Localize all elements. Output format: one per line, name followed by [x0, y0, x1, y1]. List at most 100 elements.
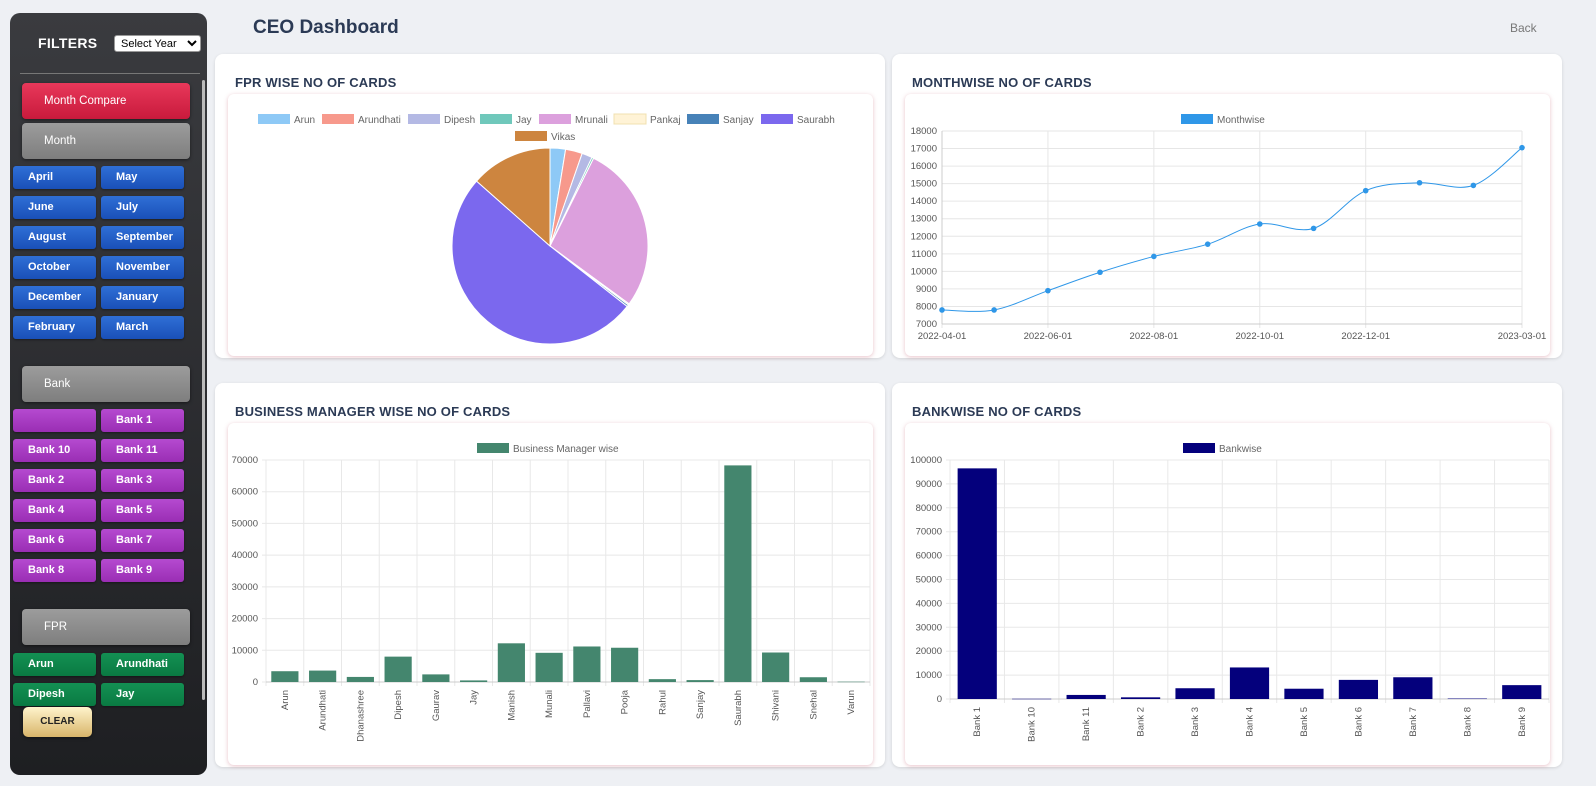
legend-dipesh[interactable]: Dipesh [408, 114, 475, 126]
data-point-2023-01-01[interactable] [1416, 179, 1423, 186]
fpr-section-button[interactable]: FPR [22, 609, 190, 645]
y-tick-label: 7000 [916, 319, 937, 330]
legend-jay[interactable]: Jay [480, 114, 532, 126]
month-button-june[interactable]: June [13, 196, 96, 219]
back-link[interactable]: Back [1510, 21, 1537, 35]
month-compare-button[interactable]: Month Compare [22, 83, 190, 119]
legend-sanjay[interactable]: Sanjay [687, 114, 754, 126]
month-button-april[interactable]: April [13, 166, 96, 189]
data-point-2022-06-01[interactable] [1045, 287, 1051, 294]
bank-button-bank-3[interactable]: Bank 3 [101, 469, 184, 492]
data-point-2023-02-01[interactable] [1470, 182, 1477, 189]
bank-button-bank-4[interactable]: Bank 4 [13, 499, 96, 522]
month-button-october[interactable]: October [13, 256, 96, 279]
legend-arundhati[interactable]: Arundhati [322, 114, 401, 126]
bar-dipesh[interactable] [384, 656, 412, 682]
month-button-august[interactable]: August [13, 226, 96, 249]
data-point-2022-12-01[interactable] [1362, 187, 1369, 194]
month-button-september[interactable]: September [101, 226, 184, 249]
legend-monthwise[interactable]: Monthwise [1181, 114, 1265, 126]
bar-manish[interactable] [497, 643, 525, 682]
bar-bank-9[interactable] [1502, 685, 1542, 699]
data-point-2022-05-01[interactable] [991, 307, 997, 313]
fpr-button-jay[interactable]: Jay [101, 683, 184, 706]
data-point-2022-10-01[interactable] [1256, 221, 1263, 227]
bar-bank-4[interactable] [1229, 667, 1270, 699]
month-button-november[interactable]: November [101, 256, 184, 279]
sidebar-scrollbar[interactable] [202, 80, 205, 700]
bank-button-bank-9[interactable]: Bank 9 [101, 559, 184, 582]
legend-mrunali[interactable]: Mrunali [539, 114, 608, 126]
bar-bank-11[interactable] [1066, 694, 1106, 699]
year-select[interactable]: Select Year [114, 35, 201, 52]
bm-card: BUSINESS MANAGER WISE NO OF CARDS Busine… [215, 383, 885, 767]
fpr-card-title: FPR WISE NO OF CARDS [235, 75, 397, 90]
legend-saurabh[interactable]: Saurabh [761, 114, 835, 126]
pie-slice-mrunali[interactable] [549, 157, 649, 305]
bar-bank-10[interactable] [1012, 698, 1052, 700]
bar-saurabh[interactable] [724, 465, 752, 682]
bar-bank-5[interactable] [1284, 688, 1324, 699]
pie-slice-vikas[interactable] [475, 147, 551, 248]
legend-pankaj-label: Pankaj [650, 115, 681, 126]
bar-bank-6[interactable] [1338, 679, 1379, 699]
bar-bank-2[interactable] [1120, 697, 1161, 699]
legend-arun[interactable]: Arun [258, 114, 315, 126]
y-tick-label: 0 [253, 677, 258, 688]
clear-button[interactable]: CLEAR [23, 707, 92, 737]
bar-bank-3[interactable] [1175, 688, 1215, 699]
month-section-button[interactable]: Month [22, 123, 190, 159]
bank-button-bank-11[interactable]: Bank 11 [101, 439, 184, 462]
bank-button-bank-7[interactable]: Bank 7 [101, 529, 184, 552]
legend-bankwise-label: Bankwise [1219, 444, 1262, 455]
bank-button-bank-8[interactable]: Bank 8 [13, 559, 96, 582]
bank-button-bank-1[interactable]: Bank 1 [101, 409, 184, 432]
bar-jay[interactable] [460, 680, 488, 682]
bar-bank-7[interactable] [1393, 677, 1433, 699]
bar-pallavi[interactable] [573, 646, 601, 682]
bank-button-bank-2[interactable]: Bank 2 [13, 469, 96, 492]
month-button-february[interactable]: February [13, 316, 96, 339]
month-button-december[interactable]: December [13, 286, 96, 309]
bar-varun[interactable] [837, 681, 865, 683]
fpr-button-arun[interactable]: Arun [13, 653, 96, 676]
bank-section-button[interactable]: Bank [22, 366, 190, 402]
fpr-button-dipesh[interactable]: Dipesh [13, 683, 96, 706]
month-button-march[interactable]: March [101, 316, 184, 339]
bank-button-bank-6[interactable]: Bank 6 [13, 529, 96, 552]
legend-business-manager-wise[interactable]: Business Manager wise [477, 443, 619, 455]
legend-mrunali-label: Mrunali [575, 115, 608, 126]
pie-slice-saurabh[interactable] [451, 180, 628, 345]
month-button-may[interactable]: May [101, 166, 184, 189]
bar-bank-1[interactable] [957, 468, 997, 699]
bar-arundhati[interactable] [309, 670, 337, 682]
y-tick-label: 80000 [916, 503, 942, 514]
legend-bankwise[interactable]: Bankwise [1183, 443, 1262, 455]
data-point-2022-11-01[interactable] [1310, 225, 1317, 232]
bar-dhanashree[interactable] [346, 676, 374, 682]
bar-sanjay[interactable] [686, 680, 714, 682]
y-tick-label: 50000 [232, 518, 258, 529]
data-point-2022-04-01[interactable] [939, 307, 945, 313]
bank-button-bank-5[interactable]: Bank 5 [101, 499, 184, 522]
legend-pankaj[interactable]: Pankaj [613, 113, 681, 126]
bar-rahul[interactable] [648, 679, 676, 682]
data-point-2023-03-01[interactable] [1519, 144, 1525, 151]
data-point-2022-07-01[interactable] [1097, 269, 1103, 276]
bar-munali[interactable] [535, 652, 563, 682]
fpr-button-arundhati[interactable]: Arundhati [101, 653, 184, 676]
month-button-january[interactable]: January [101, 286, 184, 309]
bank-button-blank[interactable] [13, 409, 96, 432]
legend-vikas[interactable]: Vikas [515, 131, 575, 143]
bar-shivani[interactable] [762, 652, 790, 682]
data-point-2022-08-01[interactable] [1151, 253, 1157, 260]
bar-bank-8[interactable] [1447, 698, 1487, 700]
bank-button-bank-10[interactable]: Bank 10 [13, 439, 96, 462]
legend-arun-swatch [258, 114, 290, 124]
bar-pooja[interactable] [611, 647, 639, 682]
bar-gaurav[interactable] [422, 674, 450, 682]
data-point-2022-09-01[interactable] [1204, 241, 1211, 247]
bar-snehal[interactable] [799, 677, 827, 682]
bar-arun[interactable] [271, 671, 299, 682]
month-button-july[interactable]: July [101, 196, 184, 219]
